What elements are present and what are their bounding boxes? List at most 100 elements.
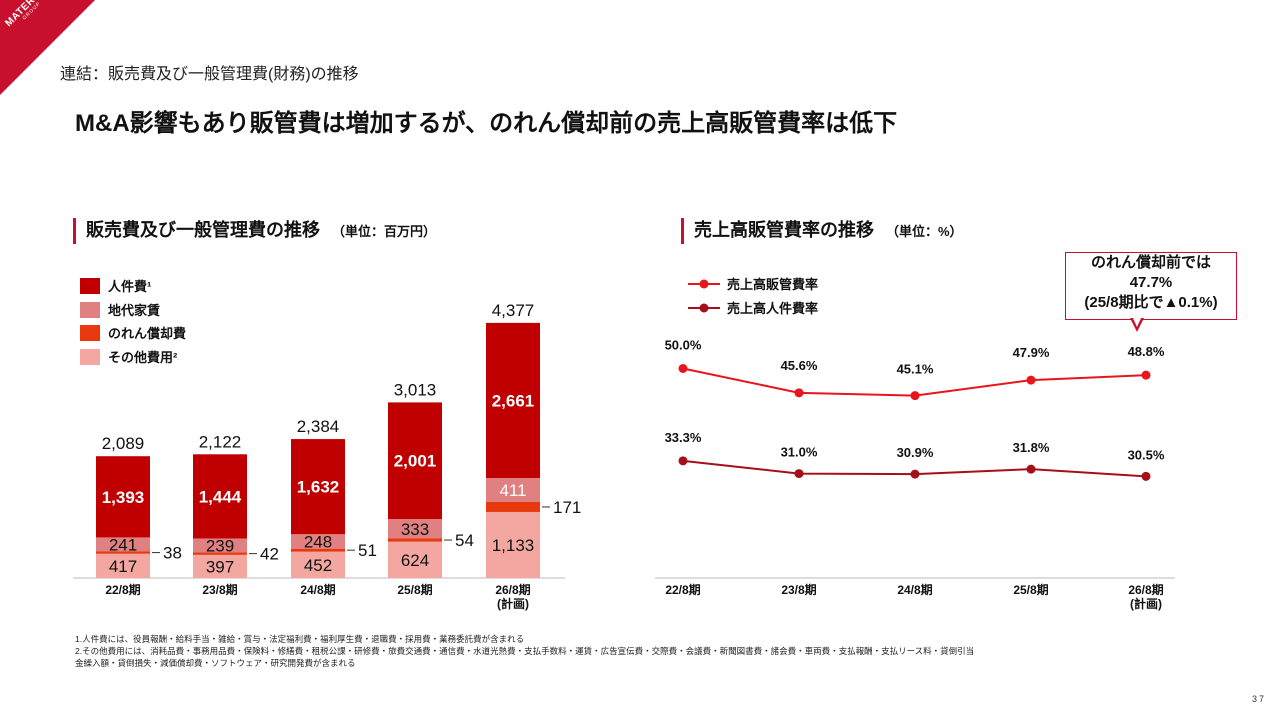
line-category-label: 26/8期 (1128, 582, 1163, 597)
bar-segment-other (291, 551, 345, 578)
bar-segment-rent (291, 534, 345, 549)
callout-line2: 47.7% (1129, 274, 1173, 291)
line-point-personnel-ratio (678, 456, 688, 466)
bar-segment-other (193, 554, 247, 578)
legend-marker-personnel-ratio (699, 303, 709, 313)
line-value-label-sga-ratio: 48.8% (1128, 344, 1165, 359)
line-point-personnel-ratio (1141, 471, 1151, 481)
bar-label-personnel: 1,393 (102, 488, 145, 507)
line-category-label: 25/8期 (1013, 582, 1048, 597)
left-section-unit: （単位：百万円） (332, 224, 437, 239)
legend-label-personnel: 人件費¹ (108, 279, 152, 294)
bar-category-label: 25/8期 (397, 582, 432, 597)
legend-label-other: その他費用² (108, 350, 178, 365)
legend-label-rent: 地代家賃 (108, 303, 161, 318)
right-section-unit: （単位：%） (886, 224, 963, 239)
footnote-3: 金繰入額・貸倒損失・減価償却費・ソフトウェア・研究開発費が含まれる (75, 658, 356, 668)
bar-label-personnel: 1,632 (297, 478, 340, 497)
bar-segment-personnel (388, 402, 442, 520)
bar-total-label: 2,384 (297, 417, 340, 436)
callout-line3: (25/8期比で▲0.1%) (1084, 294, 1218, 311)
right-section-title: 売上高販管費率の推移 （単位：%） (681, 218, 963, 244)
line-category-label: (計画) (1130, 596, 1162, 611)
line-value-label-personnel-ratio: 33.3% (665, 430, 702, 445)
footnote-2: 2.その他費用には、消耗品費・事務用品費・保険料・修繕費・租税公課・研修費・旅費… (75, 646, 975, 656)
left-section-title: 販売費及び一般管理費の推移 （単位：百万円） (73, 218, 436, 244)
bar-segment-personnel (291, 439, 345, 535)
footnote-1: 1.人件費には、役員報酬・給料手当・雑給・賞与・法定福利費・福利厚生費・退職費・… (75, 634, 525, 644)
bar-label-other: 397 (206, 557, 234, 576)
bar-total-label: 2,122 (199, 432, 242, 451)
bar-total-label: 3,013 (394, 380, 437, 399)
legend-label-goodwill: のれん償却費 (108, 326, 187, 341)
bar-segment-other (388, 541, 442, 578)
line-category-label: 23/8期 (781, 582, 816, 597)
line-point-personnel-ratio (910, 469, 920, 479)
line-value-label-personnel-ratio: 31.8% (1013, 440, 1050, 455)
legend-rent: 地代家賃 (80, 300, 160, 319)
legend-swatch-personnel (80, 277, 100, 294)
bar-total-label: 2,089 (102, 434, 145, 453)
breadcrumb: 連結：販売費及び一般管理費(財務)の推移 (60, 66, 359, 83)
line-point-sga-ratio (678, 364, 688, 373)
bar-label-other: 452 (304, 556, 332, 575)
line-category-label: 24/8期 (897, 582, 932, 597)
bar-segment-other (486, 511, 540, 578)
bar-segment-goodwill (96, 551, 150, 554)
legend-goodwill: のれん償却費 (80, 323, 186, 342)
bar-label-rent: 411 (499, 481, 526, 500)
legend-other: その他費用² (80, 347, 177, 366)
bar-category-label: 26/8期 (495, 582, 530, 597)
bar-segment-rent (193, 538, 247, 553)
line-point-sga-ratio (794, 388, 804, 398)
bar-category-label: 24/8期 (300, 582, 335, 597)
bar-label-goodwill: 38 (163, 544, 182, 563)
bar-label-rent: 333 (401, 520, 429, 539)
line-point-personnel-ratio (1026, 464, 1036, 474)
page-title: M&A影響もあり販管費は増加するが、のれん償却前の売上高販管費率は低下 (75, 110, 898, 137)
bar-label-personnel: 2,661 (492, 391, 535, 410)
line-value-label-sga-ratio: 50.0% (665, 338, 702, 353)
line-value-label-sga-ratio: 47.9% (1013, 345, 1050, 360)
corner-brand-triangle (0, 0, 95, 95)
line-point-sga-ratio (910, 391, 920, 401)
bar-label-personnel: 2,001 (394, 452, 437, 471)
right-section-title-text: 売上高販管費率の推移 (694, 220, 874, 240)
legend-swatch-rent (80, 301, 100, 318)
bar-label-rent: 241 (109, 535, 137, 554)
bar-label-goodwill: 51 (358, 541, 377, 560)
line-category-label: 22/8期 (665, 582, 700, 597)
callout-line1: のれん償却前では (1090, 254, 1211, 271)
line-point-sga-ratio (1026, 375, 1036, 385)
line-point-personnel-ratio (794, 469, 804, 479)
bar-total-label: 4,377 (492, 301, 535, 320)
legend-label-personnel-ratio: 売上高人件費率 (727, 301, 818, 316)
line-value-label-personnel-ratio: 31.0% (781, 445, 818, 460)
bar-category-label: 23/8期 (202, 582, 237, 597)
bar-label-goodwill: 171 (553, 498, 581, 517)
bar-segment-rent (96, 537, 150, 552)
bar-segment-personnel (96, 456, 150, 538)
bar-segment-other (96, 553, 150, 578)
bar-segment-goodwill (388, 538, 442, 542)
bar-segment-goodwill (486, 501, 540, 512)
legend-swatch-goodwill (80, 324, 100, 341)
bar-segment-rent (486, 478, 540, 502)
bar-category-label: 22/8期 (105, 582, 140, 597)
bar-label-goodwill: 42 (260, 545, 279, 564)
line-value-label-sga-ratio: 45.6% (781, 358, 818, 373)
bar-label-goodwill: 54 (455, 531, 474, 550)
bar-label-personnel: 1,444 (199, 487, 242, 506)
legend-label-sga-ratio: 売上高販管費率 (727, 277, 818, 292)
bar-label-other: 624 (401, 551, 429, 570)
page-number: 37 (1251, 694, 1266, 704)
bar-label-rent: 248 (304, 532, 332, 551)
bar-segment-personnel (486, 322, 540, 479)
legend-marker-sga-ratio (699, 279, 709, 289)
line-value-label-sga-ratio: 45.1% (897, 362, 934, 377)
goodwill-callout: のれん償却前では 47.7% (25/8期比で▲0.1%) (1065, 252, 1237, 320)
bar-category-label: (計画) (497, 596, 529, 611)
bar-segment-goodwill (291, 548, 345, 552)
